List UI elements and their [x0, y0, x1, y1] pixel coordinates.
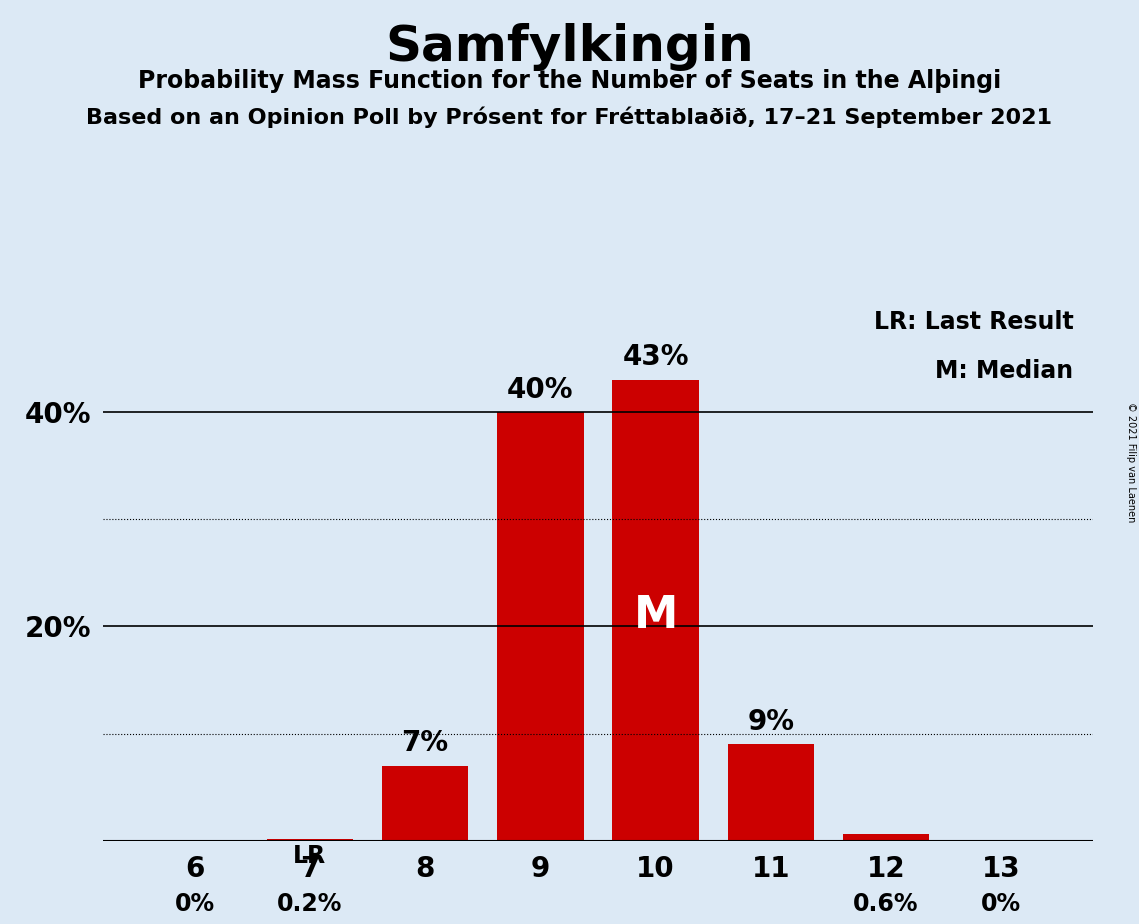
Bar	[843, 834, 929, 841]
Text: 40%: 40%	[507, 375, 574, 404]
Bar	[613, 380, 699, 841]
Bar	[497, 412, 583, 841]
Text: M: M	[633, 594, 678, 638]
Text: 43%: 43%	[622, 344, 689, 371]
Bar	[728, 745, 814, 841]
Text: Samfylkingin: Samfylkingin	[385, 23, 754, 71]
Text: © 2021 Filip van Laenen: © 2021 Filip van Laenen	[1126, 402, 1136, 522]
Text: 0.2%: 0.2%	[277, 892, 343, 916]
Text: 0%: 0%	[174, 892, 215, 916]
Text: Based on an Opinion Poll by Prósent for Fréttablaðið, 17–21 September 2021: Based on an Opinion Poll by Prósent for …	[87, 106, 1052, 128]
Bar	[382, 766, 468, 841]
Text: Probability Mass Function for the Number of Seats in the Alþingi: Probability Mass Function for the Number…	[138, 69, 1001, 93]
Text: M: Median: M: Median	[935, 359, 1074, 383]
Text: 9%: 9%	[747, 708, 794, 736]
Bar	[267, 839, 353, 841]
Text: LR: LR	[294, 844, 327, 868]
Text: 0.6%: 0.6%	[853, 892, 919, 916]
Text: 7%: 7%	[402, 729, 449, 758]
Text: 0%: 0%	[981, 892, 1022, 916]
Text: LR: Last Result: LR: Last Result	[874, 310, 1074, 334]
